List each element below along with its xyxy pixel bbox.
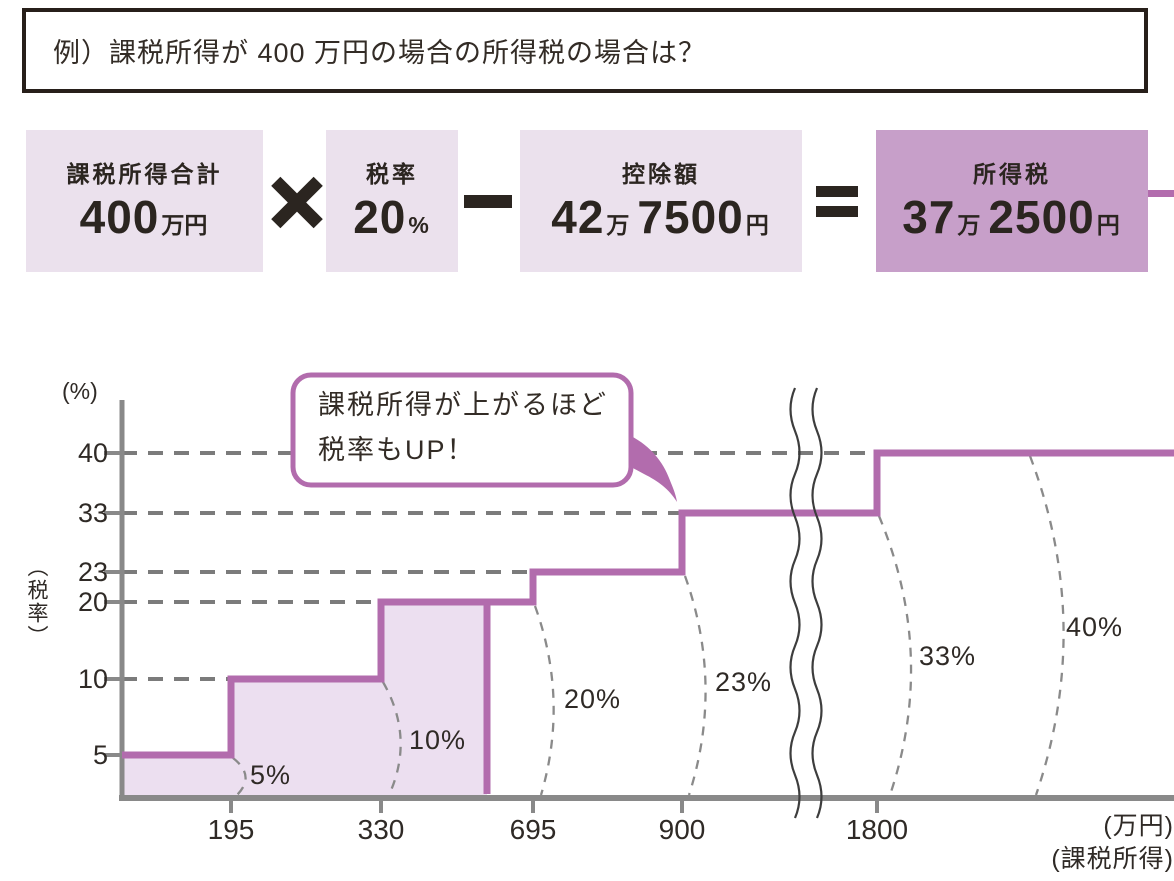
minus-operator — [464, 195, 512, 208]
multiply-operator — [270, 175, 324, 229]
y-tick-33: 33 — [77, 498, 108, 528]
bracket-label-20: 20% — [564, 684, 622, 714]
highlight-area — [122, 602, 487, 795]
equals-operator — [816, 186, 858, 217]
example-header: 例）課税所得が 400 万円の場合の所得税の場合は？ — [22, 8, 1148, 93]
term-value: 20 % — [353, 190, 429, 243]
y-tick-10: 10 — [77, 664, 108, 694]
x-tick-1800: 1800 — [845, 814, 909, 845]
term-label: 税率 — [366, 160, 418, 187]
speech-bubble — [290, 372, 634, 488]
term-label: 控除額 — [622, 160, 700, 187]
formula-term-deduction: 控除額 42 万 7500 円 — [520, 130, 802, 272]
axis-ticks — [104, 451, 879, 813]
term-value: 400 万円 — [79, 190, 208, 243]
term-label: 課税所得合計 — [66, 160, 223, 187]
bracket-arc-40 — [1028, 455, 1065, 796]
y-axis-title: （税率） — [25, 556, 48, 648]
tax-rate-step-chart — [104, 372, 1174, 819]
result-connector-line — [1148, 190, 1174, 197]
formula-term-taxable-income: 課税所得合計 400 万円 — [26, 130, 263, 272]
x-unit-label: (万円) — [1103, 812, 1174, 840]
bracket-label-5: 5% — [250, 760, 292, 790]
x-tick-900: 900 — [658, 814, 706, 845]
formula-term-income-tax-result: 所得税 37 万 2500 円 — [876, 130, 1148, 272]
percent-axis-label: (%) — [62, 378, 98, 404]
bracket-label-33: 33% — [919, 641, 977, 671]
x-tick-195: 195 — [207, 814, 255, 845]
speech-bubble-tail — [631, 436, 677, 502]
bracket-arc-5 — [232, 757, 247, 796]
y-tick-40: 40 — [77, 438, 108, 468]
y-tick-5: 5 — [92, 740, 108, 770]
bubble-text-line1: 課税所得が上がるほど — [318, 390, 608, 420]
bracket-arcs — [232, 455, 1065, 796]
term-value: 42 万 7500 円 — [551, 190, 769, 243]
term-value: 37 万 2500 円 — [902, 190, 1120, 243]
bracket-arc-33 — [877, 515, 913, 796]
tax-rate-step-line — [122, 449, 1174, 759]
x-axis-title: (課税所得) — [1051, 845, 1174, 873]
bracket-label-40: 40% — [1066, 612, 1124, 642]
x-tick-695: 695 — [509, 814, 557, 845]
bracket-arc-10 — [382, 681, 402, 796]
bracket-arc-23 — [683, 575, 707, 796]
axis-break-wavy-lines — [789, 387, 823, 819]
formula-term-tax-rate: 税率 20 % — [326, 130, 458, 272]
bracket-arc-20 — [533, 605, 555, 796]
y-tick-23: 23 — [77, 557, 108, 587]
bracket-label-23: 23% — [715, 667, 773, 697]
bracket-label-10: 10% — [409, 725, 467, 755]
example-header-text: 例）課税所得が 400 万円の場合の所得税の場合は？ — [53, 38, 707, 68]
term-label: 所得税 — [973, 160, 1051, 187]
y-tick-20: 20 — [77, 587, 108, 617]
bubble-text-line2: 税率もUP！ — [318, 435, 476, 465]
x-tick-330: 330 — [357, 814, 405, 845]
